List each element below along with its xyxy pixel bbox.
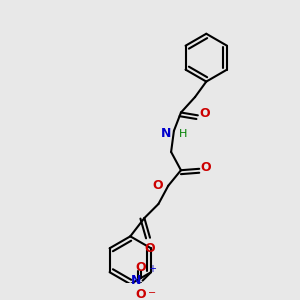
Text: H: H	[179, 129, 188, 139]
Text: +: +	[148, 264, 156, 274]
Text: O: O	[199, 107, 210, 120]
Text: O: O	[136, 262, 146, 275]
Text: N: N	[161, 127, 171, 140]
Text: N: N	[131, 274, 141, 287]
Text: O: O	[153, 179, 163, 192]
Text: O: O	[136, 288, 146, 300]
Text: −: −	[148, 288, 156, 298]
Text: O: O	[201, 161, 211, 174]
Text: O: O	[145, 242, 155, 255]
